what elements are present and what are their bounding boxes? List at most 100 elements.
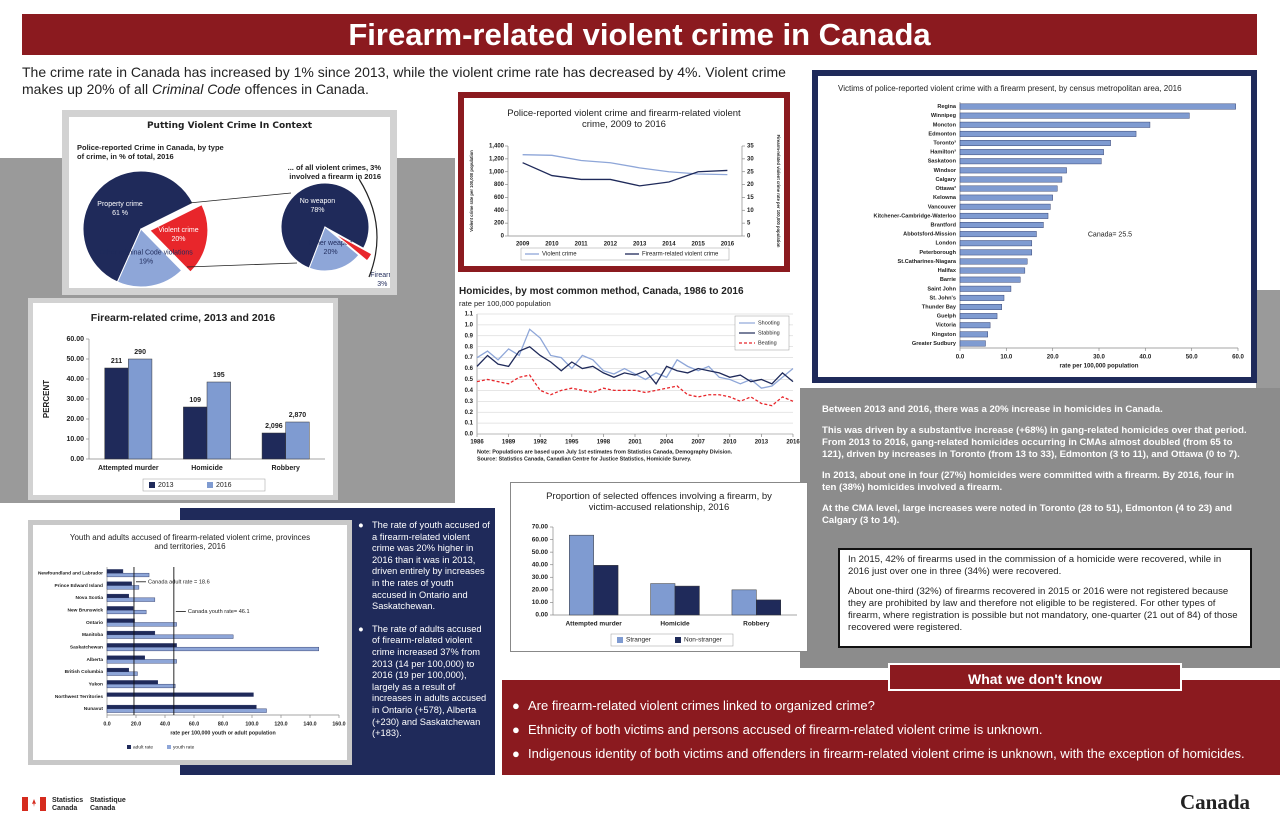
bar [959, 149, 1104, 156]
legend-frame [142, 478, 266, 492]
y-tick-label: Manitoba [82, 632, 103, 638]
y2-tick-label: 0 [747, 234, 751, 240]
bar [106, 581, 132, 586]
legend-swatch [675, 637, 681, 643]
y-tick-label: 1,000 [489, 169, 505, 175]
youth-bullets: The rate of youth accused of a firearm-r… [358, 520, 490, 751]
y2-tick-label: 20 [747, 182, 754, 188]
y-tick-label: Peterborough [919, 250, 956, 256]
bar [959, 112, 1190, 119]
y-tick-label: 0.7 [465, 355, 474, 361]
y-tick-label: 0.00 [535, 612, 548, 619]
y-tick-label: Toronto³ [933, 139, 956, 146]
x-tick-label: 10.0 [1000, 354, 1012, 361]
x-tick-label: Attempted murder [565, 621, 622, 628]
pie-label: No weapon [300, 198, 336, 205]
x-axis-label: rate per 100,000 youth or adult populati… [170, 730, 275, 736]
pie-slice [280, 182, 370, 269]
y-tick-label: 0.2 [465, 410, 474, 416]
legend-label: Non-stranger [684, 637, 723, 644]
bar [128, 358, 153, 460]
y-tick-label: Saskatoon [928, 159, 957, 165]
y-tick-label: 30.00 [532, 574, 549, 581]
bar-panel: 0.00 10.00 20.00 30.00 40.00 50.00 60.00 PERCEN… [28, 298, 338, 500]
bar [959, 158, 1102, 165]
legend-frame [520, 247, 730, 261]
y-tick-label: 40.00 [66, 376, 84, 383]
bar [106, 671, 138, 676]
y-tick-label: 0.3 [465, 399, 474, 405]
x-tick-label: 2013 [633, 242, 647, 248]
y-tick-label: 0.1 [465, 421, 474, 427]
bar [106, 585, 140, 590]
x-tick-label: 2009 [516, 242, 530, 248]
note: Note: Populations are based upon July 1s… [477, 449, 733, 455]
legend-label: Shooting [758, 320, 780, 326]
bar [959, 185, 1058, 192]
bar [959, 194, 1053, 201]
pie-slice [82, 170, 194, 283]
x-tick-label: 0.0 [103, 721, 110, 727]
x-tick-label: Homicide [191, 465, 223, 472]
bar [106, 659, 177, 664]
y-tick-label: 60.00 [66, 336, 84, 343]
y-tick-label: 1,200 [489, 156, 505, 162]
pie-label: Other criminal Code violations [99, 249, 193, 256]
x-axis-label: rate per 100,000 population [1060, 363, 1139, 370]
legend-swatch [127, 745, 131, 749]
chart-title: Homicides, by most common method, Canada… [459, 286, 744, 297]
bar [959, 203, 1051, 210]
y2-tick-label: 25 [747, 169, 754, 175]
x-tick-label: 2004 [660, 440, 674, 446]
wordmark: Canada [1180, 790, 1251, 814]
y2-tick-label: 30 [747, 156, 754, 162]
x-tick-label: 40.0 [1139, 354, 1151, 361]
bar [731, 589, 757, 616]
bar [106, 572, 150, 578]
y-tick-label: Prince Edward Island [54, 583, 103, 589]
legend-swatch [149, 482, 155, 488]
bar-chart: 0.00 10.00 20.00 30.00 40.00 50.00 60.00 70.00 A… [532, 524, 797, 647]
y2-axis-label: Firearm-related violent crime rate per 1… [776, 135, 781, 248]
pie-value-label: 61 % [112, 210, 128, 217]
y-tick-label: St.Catharines-Niagara [898, 259, 957, 265]
y-tick-label: Edmonton [928, 131, 956, 137]
bar-chart: 0.00 10.00 20.00 30.00 40.00 50.00 60.00 PERCEN… [42, 336, 325, 492]
x-tick-label: 80.0 [218, 721, 228, 727]
y-tick-label: 30.00 [66, 396, 84, 403]
pie-value-label: 3% [377, 281, 387, 288]
y-tick-label: Brantford [931, 222, 957, 228]
bar [959, 331, 988, 338]
y-tick-label: Vancouver [928, 204, 957, 210]
chart-title: Youth and adults accused of firearm-rela… [69, 533, 311, 551]
bar [959, 176, 1063, 183]
finding: In 2013, about one in four (27%) homicid… [822, 470, 1235, 493]
y-tick-label: 1,400 [489, 144, 505, 150]
count-label: 195 [213, 372, 225, 379]
count-label: 211 [111, 358, 122, 365]
bar [106, 630, 156, 636]
bar [959, 258, 1028, 265]
flag [22, 797, 46, 811]
y-axis-label: PERCENT [42, 380, 51, 418]
y-tick-label: 50.00 [66, 356, 84, 363]
x-tick-label: 2016 [721, 242, 735, 248]
finding: This was driven by a substantive increas… [822, 425, 1247, 460]
pie-title: ... of all violent crimes, 3% involved a… [287, 163, 381, 181]
x-tick-label: 20.0 [1047, 354, 1059, 361]
y-tick-label: London [935, 241, 956, 247]
unknown-list: Are firearm-related violent crimes linke… [512, 698, 1272, 770]
bar [959, 140, 1111, 146]
line-chart: 0 200 400 600 800 1,000 1,200 1,400 0 5 10 15 20 25 30… [469, 135, 781, 261]
bar [959, 222, 1044, 228]
x-tick-label: 50.0 [1186, 354, 1198, 361]
bar [106, 643, 177, 648]
y-tick-label: 200 [494, 221, 505, 227]
legend-swatch [617, 637, 623, 643]
bar [104, 367, 129, 460]
bar [959, 322, 991, 329]
y2-tick-label: 35 [747, 144, 754, 150]
page-title: Firearm-related violent crime in Canada [22, 14, 1257, 55]
bar-panel: 0.00 10.00 20.00 30.00 40.00 50.00 60.00 70.00 A… [510, 482, 808, 652]
y-tick-label: Moncton [933, 122, 957, 128]
